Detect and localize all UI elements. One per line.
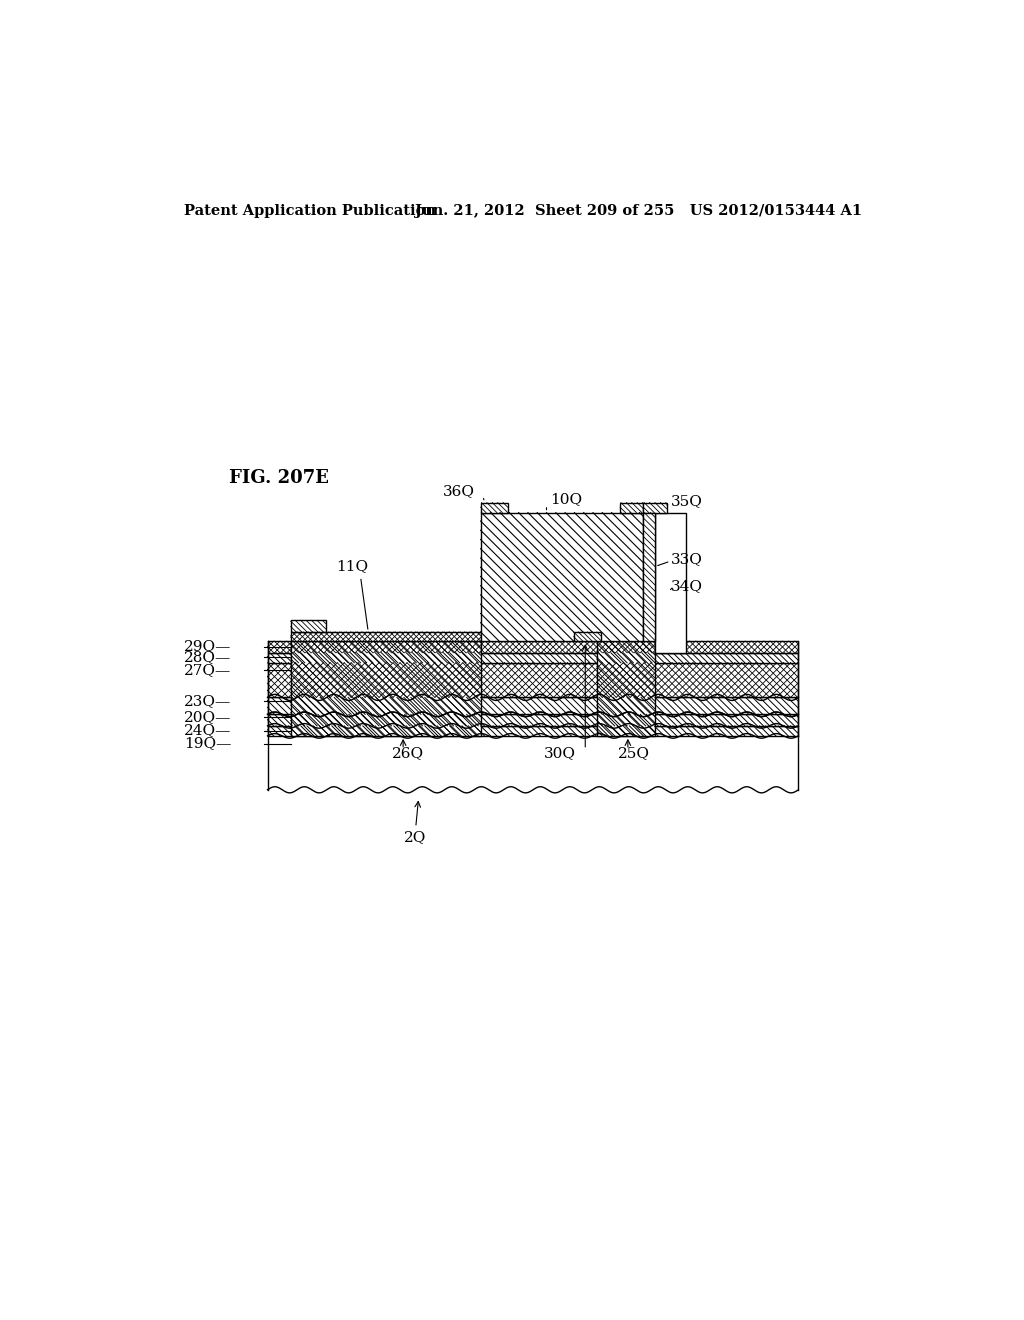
Text: 33Q: 33Q	[671, 552, 702, 566]
Text: 20Q—: 20Q—	[183, 710, 231, 723]
Bar	[267, 714, 799, 726]
Text: 35Q: 35Q	[671, 494, 702, 508]
Text: 24Q—: 24Q—	[183, 723, 231, 738]
Bar	[597, 642, 655, 737]
Bar	[267, 663, 799, 697]
Text: 29Q—: 29Q—	[183, 640, 231, 653]
Bar	[291, 642, 480, 737]
Bar	[643, 503, 667, 512]
Text: 34Q: 34Q	[671, 578, 702, 593]
Bar	[643, 512, 655, 642]
Bar	[267, 726, 799, 737]
Bar	[267, 737, 799, 789]
Bar	[291, 620, 326, 632]
Text: 10Q: 10Q	[550, 492, 583, 507]
Text: 36Q: 36Q	[443, 484, 475, 498]
Text: 2Q: 2Q	[403, 801, 426, 845]
Text: Patent Application Publication: Patent Application Publication	[183, 203, 436, 218]
Text: 11Q: 11Q	[336, 560, 368, 573]
Text: 28Q—: 28Q—	[184, 651, 231, 664]
Bar	[267, 697, 799, 714]
Text: Jun. 21, 2012  Sheet 209 of 255   US 2012/0153444 A1: Jun. 21, 2012 Sheet 209 of 255 US 2012/0…	[415, 203, 862, 218]
Text: 25Q: 25Q	[617, 747, 650, 760]
Text: 30Q: 30Q	[544, 747, 575, 760]
Bar	[480, 503, 508, 512]
Text: 27Q—: 27Q—	[184, 664, 231, 677]
Bar	[267, 642, 799, 653]
Text: 23Q—: 23Q—	[184, 694, 231, 709]
Bar	[267, 653, 799, 663]
Text: 26Q: 26Q	[391, 747, 424, 760]
Bar	[621, 503, 643, 512]
Text: 19Q—: 19Q—	[183, 737, 231, 751]
Bar	[655, 512, 686, 653]
Bar	[480, 512, 643, 642]
Bar	[573, 632, 601, 642]
Text: FIG. 207E: FIG. 207E	[228, 469, 329, 487]
Bar	[291, 632, 480, 642]
